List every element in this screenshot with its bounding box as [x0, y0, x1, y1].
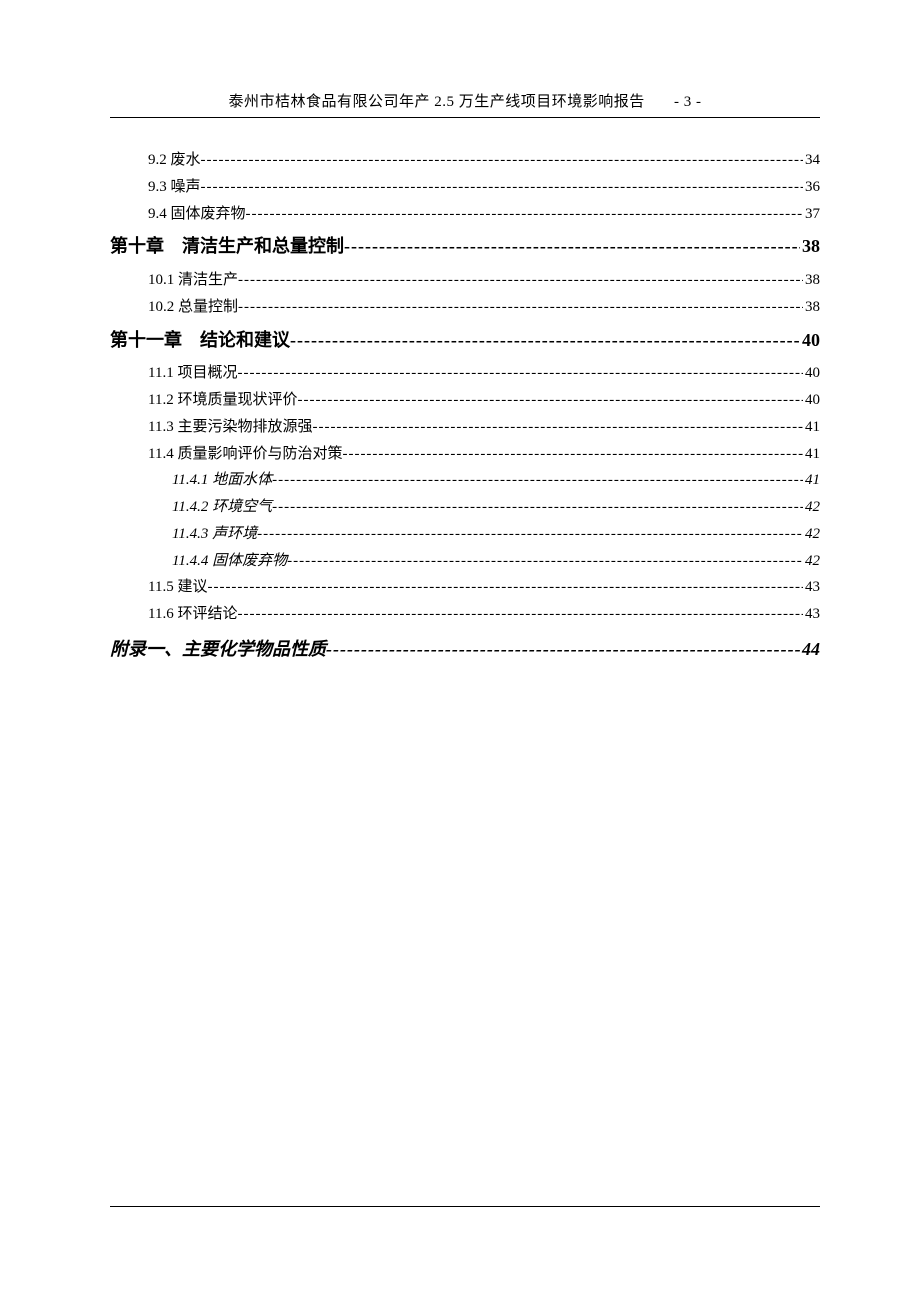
toc-label: 11.5 建议: [148, 575, 207, 600]
toc-leader: [238, 295, 803, 320]
toc-entry: 第十章 清洁生产和总量控制 38: [110, 228, 820, 266]
toc-leader: [344, 228, 800, 266]
toc-entry: 11.4.3 声环境 42: [110, 522, 820, 547]
toc-label: 附录一、主要化学物品性质: [110, 629, 326, 670]
toc-leader: [297, 388, 803, 413]
toc-leader: [272, 495, 803, 520]
toc-label: 第十章 清洁生产和总量控制: [110, 228, 344, 266]
toc-entry: 10.1 清洁生产 38: [110, 268, 820, 293]
toc-label: 10.1 清洁生产: [148, 268, 238, 293]
toc-leader: [207, 575, 803, 600]
toc-leader: [290, 322, 800, 360]
toc-label: 11.4.2 环境空气: [172, 495, 272, 520]
toc-entry: 9.3 噪声 36: [110, 175, 820, 200]
toc-entry: 11.2 环境质量现状评价 40: [110, 388, 820, 413]
toc-page-number: 40: [803, 361, 820, 386]
toc-page-number: 44: [800, 629, 820, 670]
header-page-number: - 3 -: [674, 94, 702, 111]
toc-page-number: 42: [803, 522, 820, 547]
toc-entry: 11.4.2 环境空气 42: [110, 495, 820, 520]
toc-page-number: 43: [803, 602, 820, 627]
toc-leader: [312, 415, 803, 440]
toc-leader: [237, 361, 803, 386]
toc-label: 11.6 环评结论: [148, 602, 237, 627]
toc-entry: 附录一、主要化学物品性质 44: [110, 629, 820, 670]
toc-page-number: 41: [803, 442, 820, 467]
toc-entry: 11.3 主要污染物排放源强 41: [110, 415, 820, 440]
toc-leader: [201, 148, 803, 173]
toc-entry: 第十一章 结论和建议 40: [110, 322, 820, 360]
toc-page-number: 41: [803, 468, 820, 493]
toc-page-number: 40: [803, 388, 820, 413]
toc-label: 11.3 主要污染物排放源强: [148, 415, 312, 440]
toc-label: 11.2 环境质量现状评价: [148, 388, 297, 413]
toc-entry: 11.6 环评结论 43: [110, 602, 820, 627]
table-of-contents: 9.2 废水349.3 噪声369.4 固体废弃物37第十章 清洁生产和总量控制…: [110, 148, 820, 670]
toc-page-number: 42: [803, 549, 820, 574]
toc-entry: 11.4.4 固体废弃物 42: [110, 549, 820, 574]
toc-leader: [238, 268, 803, 293]
toc-label: 11.4.1 地面水体: [172, 468, 272, 493]
toc-page-number: 36: [803, 175, 820, 200]
toc-label: 9.4 固体废弃物: [148, 202, 246, 227]
header-title: 泰州市桔林食品有限公司年产 2.5 万生产线项目环境影响报告: [228, 94, 644, 110]
toc-entry: 10.2 总量控制 38: [110, 295, 820, 320]
toc-page-number: 42: [803, 495, 820, 520]
toc-page-number: 38: [803, 295, 820, 320]
toc-page-number: 38: [800, 228, 820, 266]
footer-rule: [110, 1206, 820, 1207]
toc-entry: 11.1 项目概况 40: [110, 361, 820, 386]
toc-leader: [257, 522, 803, 547]
toc-leader: [246, 202, 803, 227]
toc-page-number: 40: [800, 322, 820, 360]
toc-leader: [272, 468, 803, 493]
toc-page-number: 41: [803, 415, 820, 440]
toc-page-number: 37: [803, 202, 820, 227]
toc-entry: 11.5 建议 43: [110, 575, 820, 600]
toc-page-number: 43: [803, 575, 820, 600]
toc-entry: 11.4.1 地面水体 41: [110, 468, 820, 493]
toc-label: 11.4 质量影响评价与防治对策: [148, 442, 342, 467]
toc-leader: [342, 442, 803, 467]
toc-label: 11.4.3 声环境: [172, 522, 257, 547]
toc-label: 11.1 项目概况: [148, 361, 237, 386]
toc-entry: 11.4 质量影响评价与防治对策 41: [110, 442, 820, 467]
toc-label: 9.2 废水: [148, 148, 201, 173]
toc-label: 9.3 噪声: [148, 175, 201, 200]
toc-entry: 9.2 废水 34: [110, 148, 820, 173]
toc-leader: [201, 175, 803, 200]
toc-leader: [326, 629, 800, 670]
toc-label: 10.2 总量控制: [148, 295, 238, 320]
toc-label: 11.4.4 固体废弃物: [172, 549, 287, 574]
toc-entry: 9.4 固体废弃物 37: [110, 202, 820, 227]
toc-leader: [287, 549, 803, 574]
toc-page-number: 38: [803, 268, 820, 293]
page-header: 泰州市桔林食品有限公司年产 2.5 万生产线项目环境影响报告 - 3 -: [110, 90, 820, 118]
toc-leader: [237, 602, 803, 627]
toc-page-number: 34: [803, 148, 820, 173]
toc-label: 第十一章 结论和建议: [110, 322, 290, 360]
